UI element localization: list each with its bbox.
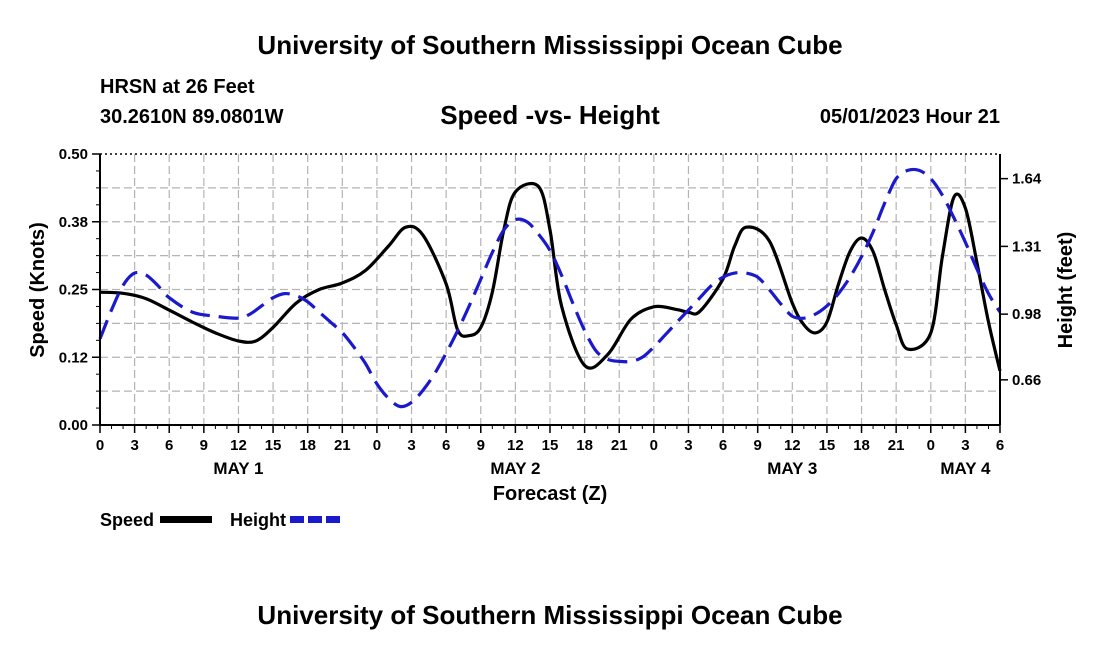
y-tick-label: 0.38	[59, 214, 88, 231]
series-layer	[98, 167, 1002, 409]
station-coordinates: 30.2610N 89.0801W	[100, 106, 284, 128]
axis-labels: Forecast (Z) Speed (Knots) Height (feet)	[27, 222, 1077, 505]
legend-height-label: Height	[230, 510, 286, 530]
x-tick-label: 0	[927, 437, 935, 454]
y2-tick-label: 1.31	[1012, 238, 1041, 255]
station-name: HRSN at 26 Feet	[100, 76, 255, 98]
x-tick-label: 15	[819, 437, 836, 454]
x-tick-label: 9	[200, 437, 208, 454]
x-tick-label: 18	[576, 437, 593, 454]
x-tick-label: 12	[507, 437, 524, 454]
chart-title: Speed -vs- Height	[440, 100, 660, 130]
x-tick-label: 15	[542, 437, 559, 454]
y2-tick-label: 0.98	[1012, 306, 1041, 323]
footer-title: University of Southern Mississippi Ocean…	[257, 600, 843, 630]
legend-speed-label: Speed	[100, 510, 155, 530]
y2-tick-label: 0.66	[1012, 372, 1041, 389]
page-title: University of Southern Mississippi Ocean…	[257, 30, 843, 60]
legend-speed-swatch	[160, 516, 212, 523]
x-axis-title: Forecast (Z)	[493, 483, 607, 505]
x-tick-label: 18	[853, 437, 870, 454]
x-tick-label: 21	[334, 437, 351, 454]
y-tick-label: 0.00	[59, 417, 88, 434]
x-tick-label: 12	[784, 437, 801, 454]
day-label: MAY 3	[767, 459, 817, 478]
y2-axis-title: Height (feet)	[1055, 232, 1077, 349]
series-line-speed	[99, 181, 1002, 372]
x-tick-label: 0	[373, 437, 381, 454]
x-tick-label: 9	[477, 437, 485, 454]
day-label: MAY 1	[213, 459, 263, 478]
legend-height-swatch	[290, 516, 342, 523]
x-tick-label: 3	[407, 437, 415, 454]
x-tick-label: 12	[230, 437, 247, 454]
y-tick-label: 0.12	[59, 349, 88, 366]
x-tick-label: 3	[684, 437, 692, 454]
axes: 0 3 6 9 12 15 18 21 0 3 6 9 12 15 18 21 0 3 6 9 12 15 18 21 0 3 6M…	[59, 146, 1042, 478]
day-label: MAY 2	[490, 459, 540, 478]
y-tick-label: 0.25	[59, 282, 88, 299]
x-tick-label: 9	[754, 437, 762, 454]
forecast-datetime: 05/01/2023 Hour 21	[819, 106, 1000, 128]
x-tick-label: 3	[130, 437, 138, 454]
x-tick-label: 6	[442, 437, 450, 454]
y-tick-label: 0.50	[59, 146, 88, 163]
y-axis-title: Speed (Knots)	[27, 222, 49, 358]
y2-tick-label: 1.64	[1012, 171, 1042, 188]
x-tick-label: 0	[650, 437, 658, 454]
x-tick-label: 6	[165, 437, 173, 454]
x-tick-label: 6	[996, 437, 1004, 454]
x-tick-label: 15	[265, 437, 282, 454]
x-tick-label: 21	[611, 437, 628, 454]
x-tick-label: 6	[719, 437, 727, 454]
grid-lines	[100, 154, 1000, 425]
x-tick-label: 18	[299, 437, 316, 454]
x-tick-label: 3	[961, 437, 969, 454]
x-tick-label: 21	[888, 437, 905, 454]
x-tick-label: 0	[96, 437, 104, 454]
day-label: MAY 4	[940, 459, 991, 478]
series-line-height	[98, 167, 1002, 409]
